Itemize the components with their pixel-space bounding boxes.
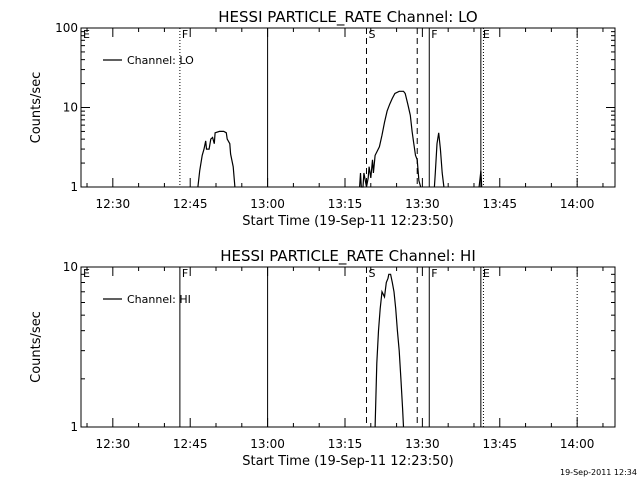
plot-frame xyxy=(80,27,616,188)
event-marker-label: F xyxy=(431,28,437,41)
series-line-1 xyxy=(374,273,405,428)
event-marker-label: E xyxy=(83,267,90,280)
chart-title: HESSI PARTICLE_RATE Channel: HI xyxy=(220,247,476,266)
panel-hi: HESSI PARTICLE_RATE Channel: HI Start Tim… xyxy=(29,247,616,469)
y-axis-label: Counts/sec xyxy=(29,72,44,144)
event-marker-label: S xyxy=(368,267,375,280)
x-tick-label: 14:00 xyxy=(560,437,595,451)
x-tick-label: 12:45 xyxy=(173,197,208,211)
x-tick-label: 13:15 xyxy=(328,437,363,451)
event-marker-label: F xyxy=(431,267,437,280)
series-line-1 xyxy=(197,130,236,188)
event-marker-label: E xyxy=(483,267,490,280)
legend-entry: Channel: LO xyxy=(127,54,194,67)
series-line-1 xyxy=(359,90,422,188)
y-tick-label: 1 xyxy=(70,420,78,434)
event-marker-label: E xyxy=(483,28,490,41)
x-tick-label: 12:30 xyxy=(96,437,131,451)
x-tick-label: 12:30 xyxy=(96,197,131,211)
x-axis-label: Start Time (19-Sep-11 12:23:50) xyxy=(242,454,453,469)
event-marker-label: E xyxy=(83,28,90,41)
x-tick-label: 13:30 xyxy=(405,437,440,451)
panel-lo: HESSI PARTICLE_RATE Channel: LO Start Tim… xyxy=(29,8,616,229)
event-marker-label: F xyxy=(182,28,188,41)
series-line-1 xyxy=(433,132,445,188)
x-tick-label: 13:30 xyxy=(405,197,440,211)
x-axis-label: Start Time (19-Sep-11 12:23:50) xyxy=(242,214,453,229)
x-tick-label: 14:00 xyxy=(560,197,595,211)
y-tick-label: 10 xyxy=(63,101,78,115)
plot-frame xyxy=(80,266,616,428)
y-tick-label: 100 xyxy=(55,21,78,35)
event-marker-label: S xyxy=(368,28,375,41)
event-marker-label: F xyxy=(182,267,188,280)
timestamp: 19-Sep-2011 12:34 xyxy=(560,468,637,477)
chart-title: HESSI PARTICLE_RATE Channel: LO xyxy=(218,8,477,27)
legend-entry: Channel: HI xyxy=(127,293,191,306)
y-tick-label: 1 xyxy=(70,180,78,194)
x-tick-label: 13:00 xyxy=(250,197,285,211)
x-tick-label: 13:45 xyxy=(482,437,517,451)
x-tick-label: 13:15 xyxy=(328,197,363,211)
y-axis-label: Counts/sec xyxy=(29,311,44,383)
y-tick-label: 10 xyxy=(63,260,78,274)
series-line-1 xyxy=(478,170,483,188)
x-tick-label: 12:45 xyxy=(173,437,208,451)
x-tick-label: 13:45 xyxy=(482,197,517,211)
x-tick-label: 13:00 xyxy=(250,437,285,451)
